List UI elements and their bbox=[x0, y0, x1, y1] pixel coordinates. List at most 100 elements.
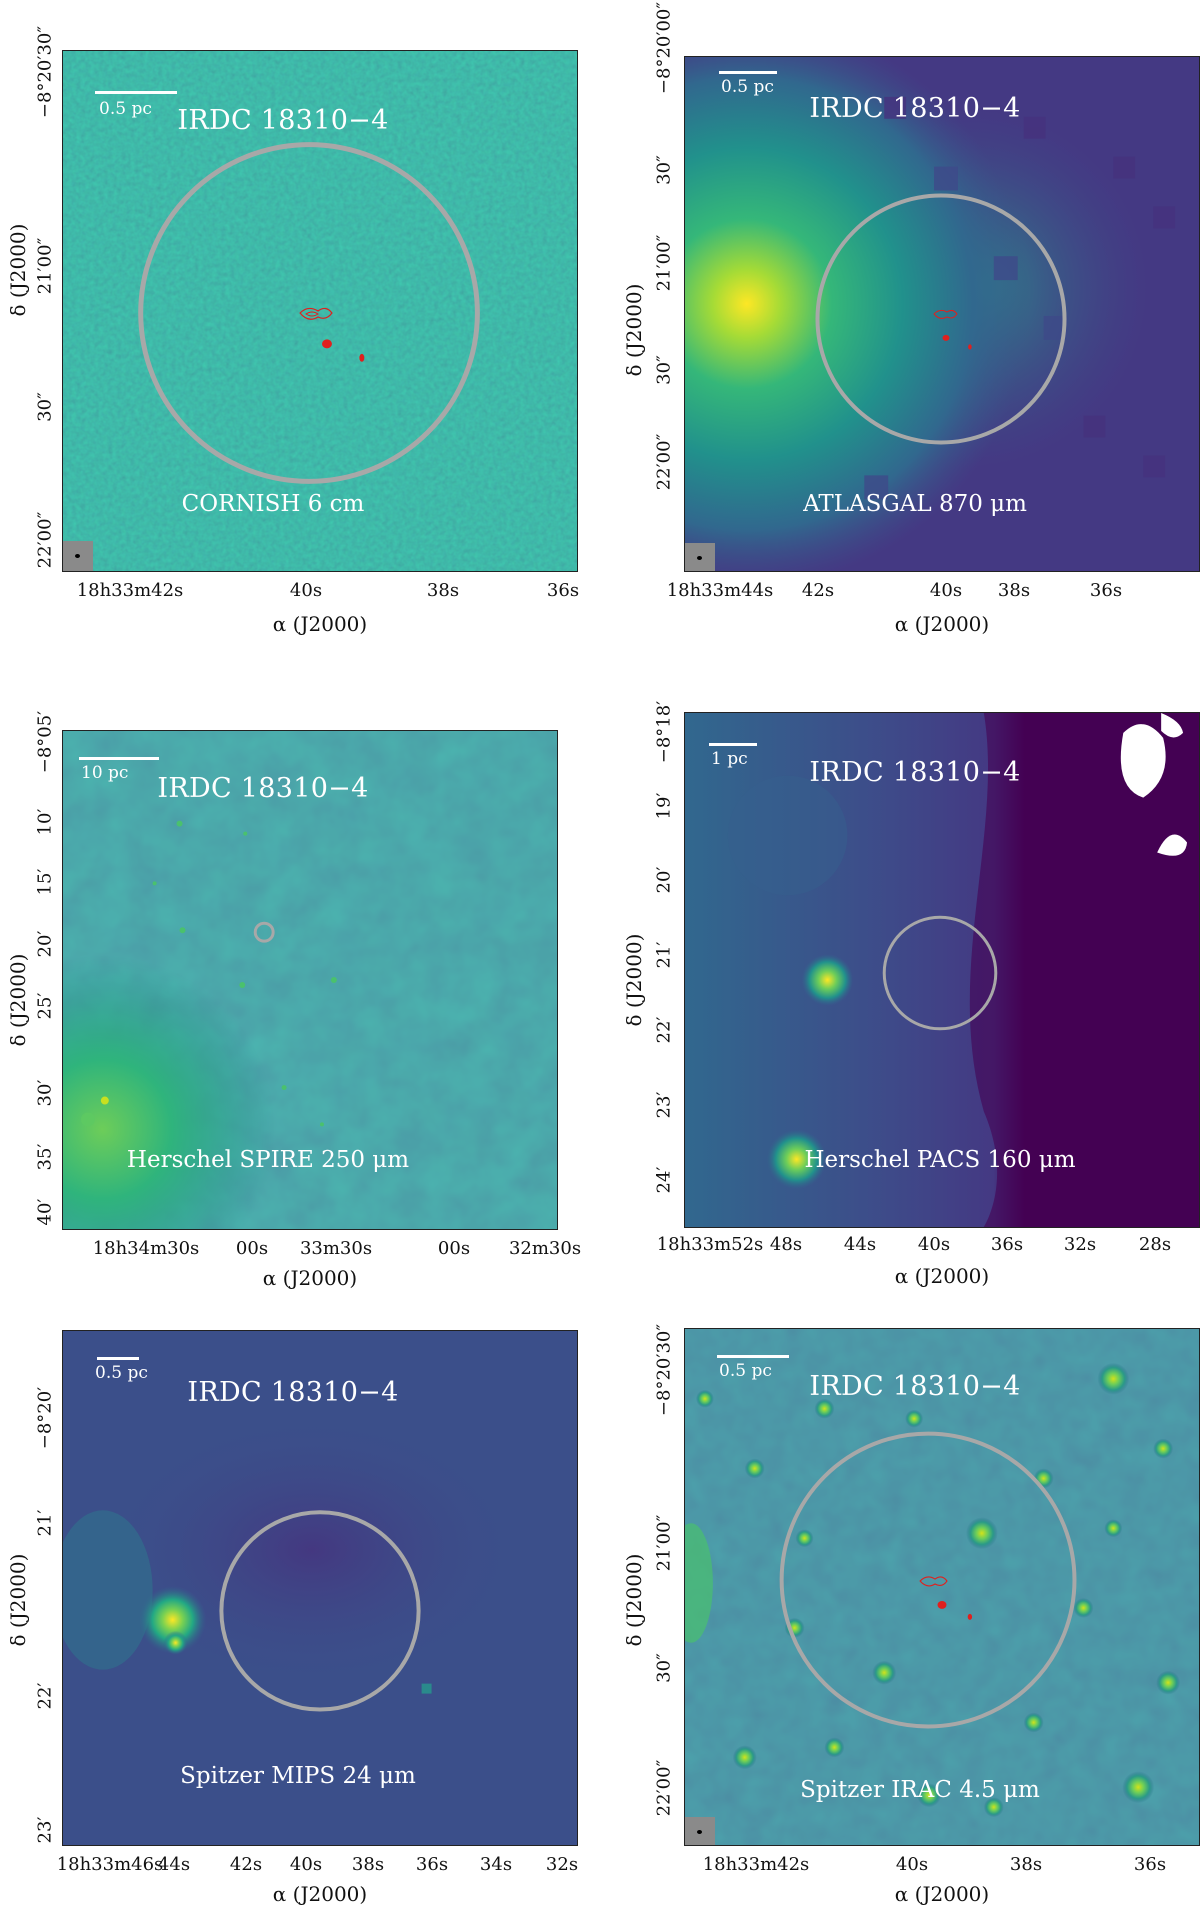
image-pacs: 1 pc IRDC 18310−4 Herschel PACS 160 μm bbox=[684, 712, 1200, 1228]
x-axis-label: α (J2000) bbox=[894, 1264, 990, 1288]
x-tick: 44s bbox=[843, 1234, 877, 1255]
scalebar-label: 0.5 pc bbox=[95, 1363, 148, 1383]
x-tick: 42s bbox=[801, 580, 835, 601]
field-label: IRDC 18310−4 bbox=[177, 105, 389, 136]
x-tick: 18h33m42s bbox=[702, 1854, 810, 1875]
x-tick: 00s bbox=[437, 1238, 471, 1259]
y-tick: 19′ bbox=[653, 792, 675, 820]
x-tick: 40s bbox=[289, 1854, 323, 1875]
y-tick: −8°20′30″ bbox=[653, 1323, 675, 1417]
band-label: Herschel PACS 160 μm bbox=[804, 1147, 1076, 1173]
y-tick: 22′00″ bbox=[653, 433, 675, 491]
image-mips: 0.5 pc IRDC 18310−4 Spitzer MIPS 24 μm bbox=[62, 1330, 578, 1846]
field-label: IRDC 18310−4 bbox=[809, 1371, 1021, 1402]
y-tick: 20′ bbox=[653, 866, 675, 894]
y-tick: −8°05′ bbox=[34, 710, 56, 774]
y-tick: 21′ bbox=[34, 1509, 56, 1537]
band-label: Herschel SPIRE 250 μm bbox=[126, 1147, 410, 1173]
scalebar-label: 10 pc bbox=[81, 763, 129, 783]
band-label: Spitzer MIPS 24 μm bbox=[180, 1763, 416, 1789]
x-tick: 00s bbox=[235, 1238, 269, 1259]
x-tick: 32s bbox=[545, 1854, 579, 1875]
image-spire: 10 pc IRDC 18310−4 Herschel SPIRE 250 μm bbox=[62, 730, 558, 1230]
x-axis-label: α (J2000) bbox=[894, 612, 990, 636]
scalebar-line bbox=[97, 1357, 139, 1360]
x-tick: 36s bbox=[1089, 580, 1123, 601]
scalebar-line bbox=[709, 743, 757, 746]
x-tick: 36s bbox=[990, 1234, 1024, 1255]
image-irac: 0.5 pc IRDC 18310−4 Spitzer IRAC 4.5 μm bbox=[684, 1328, 1200, 1846]
y-tick: −8°20′00″ bbox=[653, 1, 675, 95]
y-tick: 21′ bbox=[653, 941, 675, 969]
x-tick: 18h33m52s bbox=[656, 1234, 764, 1255]
y-tick: 15′ bbox=[34, 868, 56, 896]
field-label: IRDC 18310−4 bbox=[157, 773, 369, 804]
y-tick: 22′00″ bbox=[653, 1759, 675, 1817]
y-tick: 30″ bbox=[653, 155, 675, 185]
scalebar-line bbox=[79, 757, 159, 760]
y-tick: 10′ bbox=[34, 808, 56, 836]
scalebar-line bbox=[717, 1355, 789, 1358]
x-tick: 36s bbox=[415, 1854, 449, 1875]
y-tick: 22′ bbox=[653, 1016, 675, 1044]
x-tick: 48s bbox=[769, 1234, 803, 1255]
x-tick: 18h33m42s bbox=[76, 580, 184, 601]
y-tick: 22′00″ bbox=[34, 511, 56, 569]
y-axis-label: δ (J2000) bbox=[6, 1553, 30, 1647]
y-tick: 21′00″ bbox=[653, 234, 675, 292]
field-label: IRDC 18310−4 bbox=[809, 757, 1021, 788]
y-tick: 24′ bbox=[653, 1166, 675, 1194]
x-tick: 28s bbox=[1138, 1234, 1172, 1255]
y-tick: 22′ bbox=[34, 1682, 56, 1710]
y-tick: 23′ bbox=[653, 1091, 675, 1119]
field-label: IRDC 18310−4 bbox=[187, 1377, 399, 1408]
y-axis-label: δ (J2000) bbox=[622, 283, 646, 377]
y-tick: 30′ bbox=[34, 1079, 56, 1107]
x-tick: 38s bbox=[997, 580, 1031, 601]
y-tick: 30″ bbox=[34, 392, 56, 422]
x-tick: 32m30s bbox=[508, 1238, 582, 1259]
band-label: ATLASGAL 870 μm bbox=[803, 491, 1027, 517]
x-tick: 18h33m44s bbox=[666, 580, 774, 601]
band-label: CORNISH 6 cm bbox=[181, 491, 365, 517]
x-tick: 40s bbox=[929, 580, 963, 601]
x-tick: 38s bbox=[351, 1854, 385, 1875]
x-tick: 32s bbox=[1063, 1234, 1097, 1255]
y-tick: 20′ bbox=[34, 930, 56, 958]
x-tick: 18h33m46s bbox=[56, 1854, 164, 1875]
scalebar-line bbox=[95, 91, 177, 94]
y-tick: 21′00″ bbox=[34, 237, 56, 295]
x-tick: 42s bbox=[229, 1854, 263, 1875]
x-tick: 36s bbox=[1133, 1854, 1167, 1875]
x-tick: 40s bbox=[917, 1234, 951, 1255]
band-label: Spitzer IRAC 4.5 μm bbox=[800, 1777, 1040, 1803]
scalebar-label: 1 pc bbox=[711, 749, 748, 769]
y-tick: −8°20′ bbox=[34, 1386, 56, 1450]
y-axis-label: δ (J2000) bbox=[6, 953, 30, 1047]
x-tick: 40s bbox=[289, 580, 323, 601]
y-tick: 30″ bbox=[653, 355, 675, 385]
x-axis-label: α (J2000) bbox=[272, 612, 368, 636]
y-tick: 25′ bbox=[34, 992, 56, 1020]
x-tick: 36s bbox=[546, 580, 580, 601]
x-tick: 33m30s bbox=[299, 1238, 373, 1259]
x-tick: 18h34m30s bbox=[92, 1238, 200, 1259]
x-axis-label: α (J2000) bbox=[272, 1882, 368, 1906]
y-tick: 40′ bbox=[34, 1198, 56, 1226]
y-axis-label: δ (J2000) bbox=[622, 1553, 646, 1647]
field-label: IRDC 18310−4 bbox=[809, 93, 1021, 124]
beam-icon bbox=[685, 543, 715, 571]
x-axis-label: α (J2000) bbox=[894, 1882, 990, 1906]
beam-icon bbox=[63, 541, 93, 571]
scalebar-line bbox=[719, 71, 777, 74]
scalebar-label: 0.5 pc bbox=[99, 99, 152, 119]
x-tick: 38s bbox=[426, 580, 460, 601]
y-tick: 35′ bbox=[34, 1143, 56, 1171]
x-tick: 40s bbox=[895, 1854, 929, 1875]
x-axis-label: α (J2000) bbox=[262, 1266, 358, 1290]
scalebar-label: 0.5 pc bbox=[719, 1361, 772, 1381]
y-tick: 21′00″ bbox=[653, 1514, 675, 1572]
image-atlasgal: 0.5 pc IRDC 18310−4 ATLASGAL 870 μm bbox=[684, 56, 1200, 572]
y-tick: 23′ bbox=[34, 1816, 56, 1844]
x-tick: 44s bbox=[157, 1854, 191, 1875]
